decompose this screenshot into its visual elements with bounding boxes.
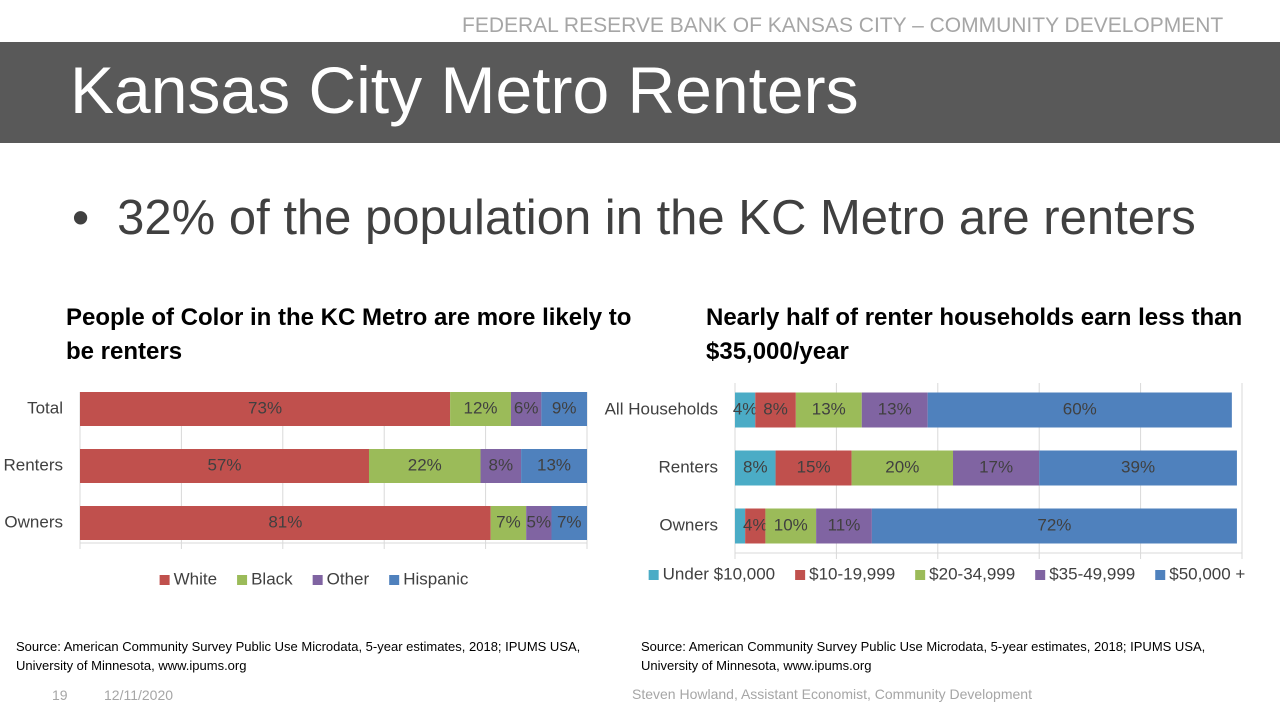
legend-label: Under $10,000	[663, 564, 775, 583]
chart-title: Nearly half of renter households earn le…	[706, 304, 1243, 365]
bar-segment	[861, 392, 928, 428]
legend-swatch	[1155, 570, 1166, 580]
bullet: • 32% of the population in the KC Metro a…	[72, 191, 1196, 245]
value-label: 13%	[878, 399, 912, 418]
value-label: 12%	[464, 398, 498, 417]
page-number: 19	[52, 687, 68, 703]
legend-swatch	[389, 575, 400, 585]
value-label: 57%	[207, 455, 241, 474]
legend-label: $35-49,999	[1049, 564, 1135, 583]
category-label: Owners	[4, 512, 63, 531]
bar-segment	[927, 392, 1232, 428]
legend: White Black Other Hispanic	[159, 569, 469, 588]
author: Steven Howland, Assistant Economist, Com…	[632, 686, 1032, 702]
value-label: 6%	[514, 398, 539, 417]
bar-segment	[745, 508, 766, 544]
bar-segment	[735, 450, 776, 486]
bar-segment	[450, 392, 511, 426]
bar-segment	[368, 449, 481, 483]
value-label: 13%	[537, 455, 571, 474]
bar-segment	[735, 392, 756, 428]
legend-label: Hispanic	[403, 569, 469, 588]
legend-swatch	[795, 570, 806, 580]
bar-segment	[541, 392, 587, 426]
legend-label: $10-19,999	[809, 564, 895, 583]
bar-segment	[953, 450, 1040, 486]
category-label: Renters	[3, 455, 63, 474]
bar-segment	[510, 392, 542, 426]
value-label: 8%	[489, 455, 514, 474]
value-label: 9%	[552, 398, 577, 417]
value-label: 72%	[1037, 515, 1071, 534]
chart-title: People of Color in the KC Metro are more…	[66, 304, 632, 365]
value-label: 4%	[743, 515, 768, 534]
title-band	[0, 42, 1280, 143]
legend-label: Black	[251, 569, 293, 588]
legend-label: White	[174, 569, 217, 588]
value-label: 39%	[1121, 457, 1155, 476]
value-label: 17%	[979, 457, 1013, 476]
bullet-text: 32% of the population in the KC Metro ar…	[117, 191, 1196, 245]
bar-segment	[526, 506, 552, 540]
value-label: 20%	[885, 457, 919, 476]
source: Source: American Community Survey Public…	[641, 639, 1206, 673]
bar-segment	[551, 506, 587, 540]
bar-segment	[795, 392, 862, 428]
value-label: 8%	[763, 399, 788, 418]
bar-segment	[480, 449, 522, 483]
bar-segment	[1039, 450, 1237, 486]
value-label: 8%	[743, 457, 768, 476]
value-label: 7%	[557, 512, 582, 531]
bar-segment	[80, 449, 369, 483]
legend-swatch	[648, 570, 659, 580]
legend-swatch	[1035, 570, 1046, 580]
bar-segment	[80, 392, 451, 426]
value-label: 22%	[408, 455, 442, 474]
legend: Under $10,000 $10-19,999 $20-34,999 $35-49,…	[648, 564, 1245, 583]
value-label: 5%	[527, 512, 552, 531]
bar-segment	[735, 508, 746, 544]
date: 12/11/2020	[104, 687, 174, 703]
legend-swatch	[159, 575, 170, 585]
bar-segment	[871, 508, 1237, 544]
value-label: 10%	[774, 515, 808, 534]
source: Source: American Community Survey Public…	[16, 639, 581, 673]
slide-title: Kansas City Metro Renters	[70, 53, 859, 127]
category-label: Renters	[658, 457, 718, 476]
legend-swatch	[312, 575, 323, 585]
legend-label: $50,000 +	[1169, 564, 1245, 583]
legend-label: Other	[327, 569, 370, 588]
bar-segment	[851, 450, 954, 486]
legend-swatch	[237, 575, 248, 585]
legend-label: $20-34,999	[929, 564, 1015, 583]
value-label: 73%	[248, 398, 282, 417]
category-label: Owners	[659, 515, 718, 534]
value-label: 7%	[496, 512, 521, 531]
bar-segment	[765, 508, 817, 544]
bar-segment	[80, 506, 491, 540]
bar-segment	[775, 450, 852, 486]
category-label: All Households	[605, 399, 718, 418]
value-label: 11%	[828, 515, 861, 534]
legend-swatch	[915, 570, 926, 580]
org-name: FEDERAL RESERVE BANK OF KANSAS CITY – CO…	[462, 14, 1224, 37]
category-label: Total	[27, 398, 63, 417]
value-label: 13%	[812, 399, 846, 418]
value-label: 81%	[268, 512, 302, 531]
bar-segment	[521, 449, 587, 483]
bar-segment	[490, 506, 527, 540]
bar-segment	[755, 392, 796, 428]
value-label: 60%	[1063, 399, 1097, 418]
value-label: 4%	[733, 399, 758, 418]
bar-segment	[816, 508, 872, 544]
value-label: 15%	[797, 457, 831, 476]
